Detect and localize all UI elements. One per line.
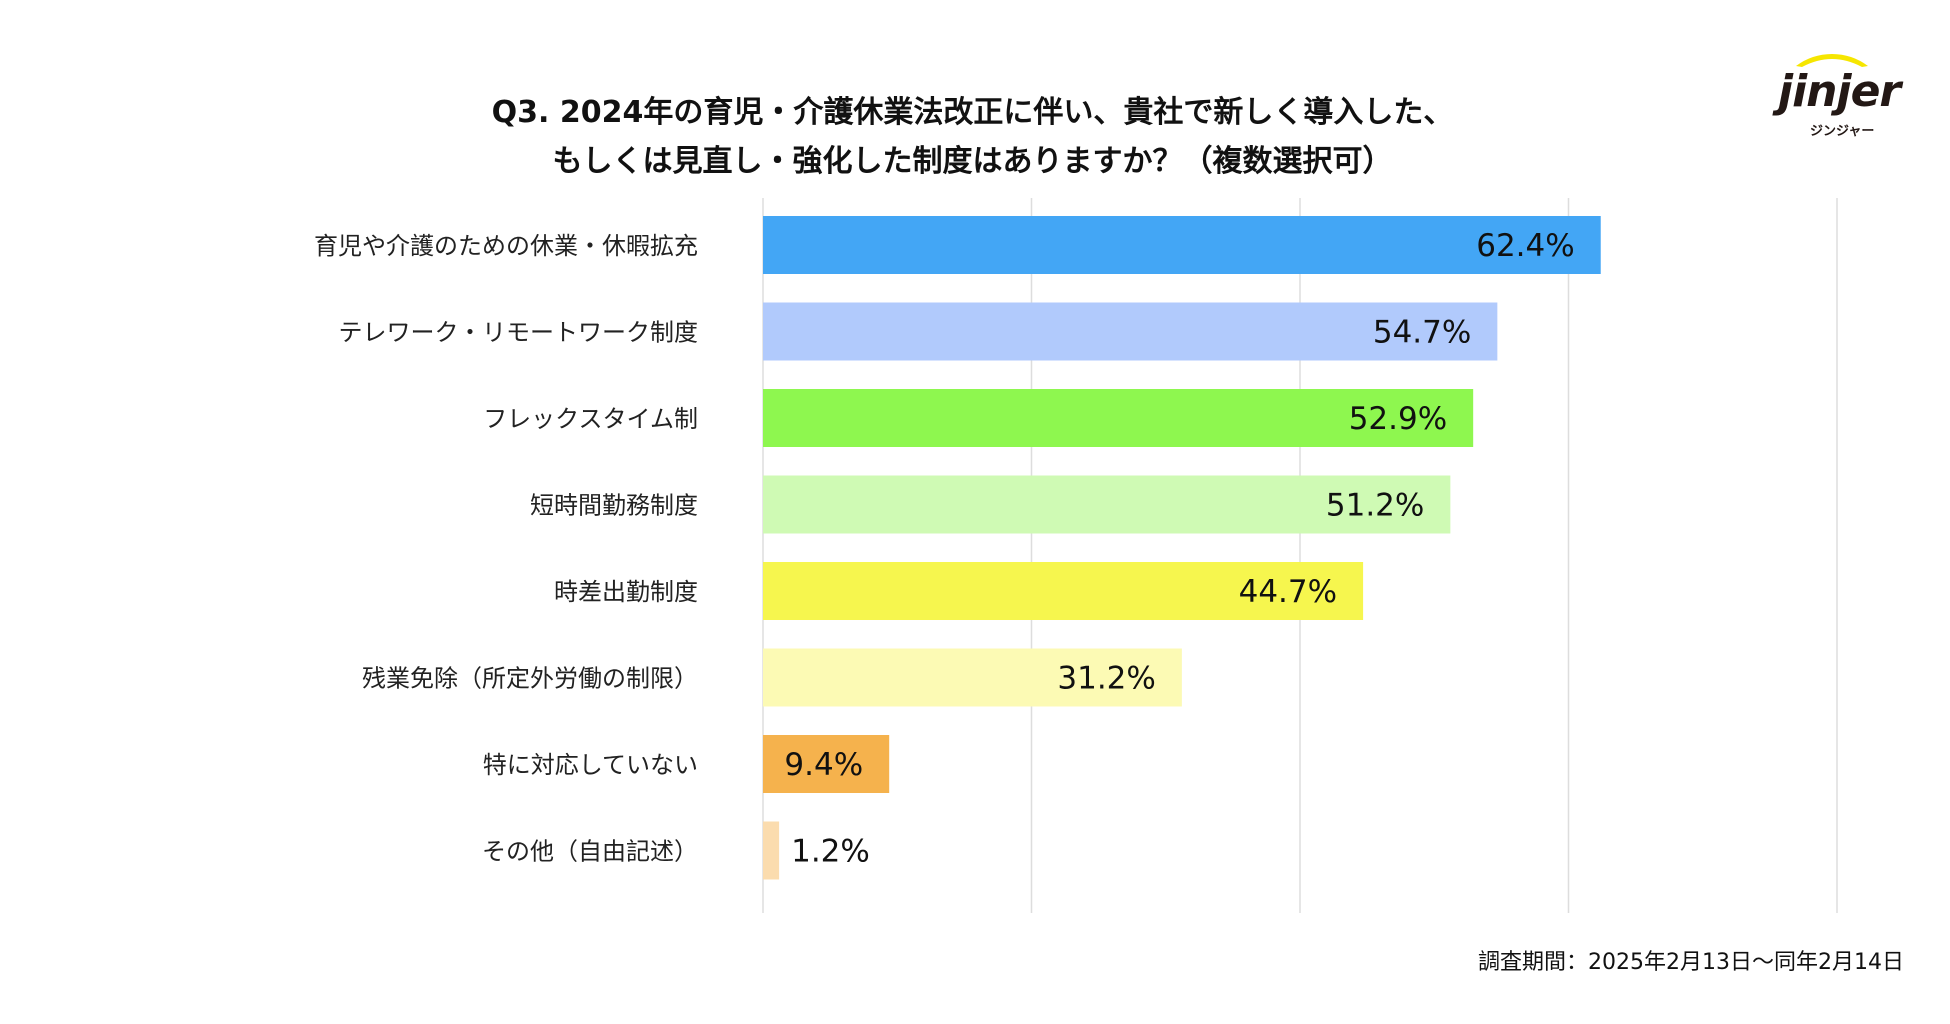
bar: [763, 389, 1474, 447]
category-label: フレックスタイム制: [483, 405, 698, 433]
jinjer-logo: jinjer ジンジャー: [1770, 52, 1920, 142]
category-label: その他（自由記述）: [482, 838, 698, 866]
bar: [763, 562, 1364, 620]
category-label: 残業免除（所定外労働の制限）: [362, 665, 698, 693]
chart-title: Q3. 2024年の育児・介護休業法改正に伴い、貴社で新しく導入した、 もしくは…: [0, 88, 1945, 186]
logo-subtitle: ジンジャー: [1810, 124, 1875, 139]
category-label: 短時間勤務制度: [530, 492, 698, 520]
value-label: 1.2%: [791, 834, 870, 870]
logo-word: jinjer: [1778, 66, 1901, 117]
bar: [763, 302, 1498, 361]
bar: [763, 821, 780, 880]
value-label: 31.2%: [1057, 661, 1155, 697]
value-label: 44.7%: [1239, 574, 1337, 610]
bar: [763, 475, 1451, 534]
value-label: 51.2%: [1326, 488, 1424, 524]
category-label: 時差出勤制度: [554, 578, 698, 606]
logo-roof-icon: [1796, 54, 1868, 67]
category-label: テレワーク・リモートワーク制度: [338, 319, 698, 347]
value-label: 62.4%: [1476, 228, 1574, 264]
bar: [763, 648, 1182, 707]
value-label: 54.7%: [1373, 315, 1471, 351]
title-line-2: もしくは見直し・強化した制度はありますか？（複数選択可）: [552, 144, 1393, 179]
bar: [763, 735, 890, 793]
value-label: 9.4%: [784, 747, 863, 783]
category-label: 特に対応していない: [483, 751, 698, 779]
value-label: 52.9%: [1349, 401, 1447, 437]
title-line-1: Q3. 2024年の育児・介護休業法改正に伴い、貴社で新しく導入した、: [491, 95, 1454, 130]
category-label: 育児や介護のための休業・休暇拡充: [314, 232, 698, 260]
bar: [763, 216, 1601, 274]
survey-period: 調査期間：2025年2月13日〜同年2月14日: [1478, 950, 1904, 975]
